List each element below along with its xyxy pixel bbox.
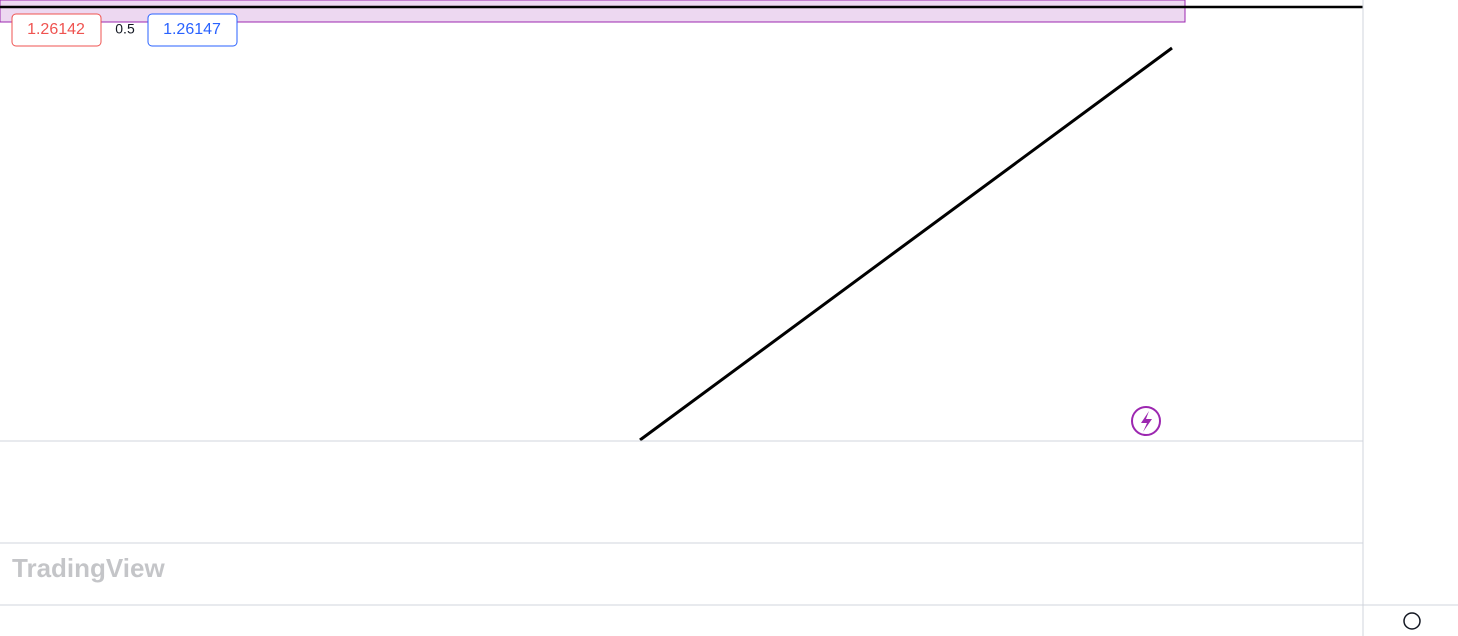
- watermark: TradingView: [12, 553, 165, 583]
- ask: 1.26147: [163, 21, 221, 38]
- trendline: [639, 46, 1173, 442]
- zone: [0, 0, 1186, 23]
- ask-box[interactable]: [147, 13, 238, 47]
- settings-icon[interactable]: [1403, 612, 1421, 630]
- spread: 0.5: [115, 21, 135, 37]
- bid: 1.26142: [27, 21, 85, 38]
- bolt: [1141, 411, 1152, 432]
- bid-box[interactable]: [11, 13, 102, 47]
